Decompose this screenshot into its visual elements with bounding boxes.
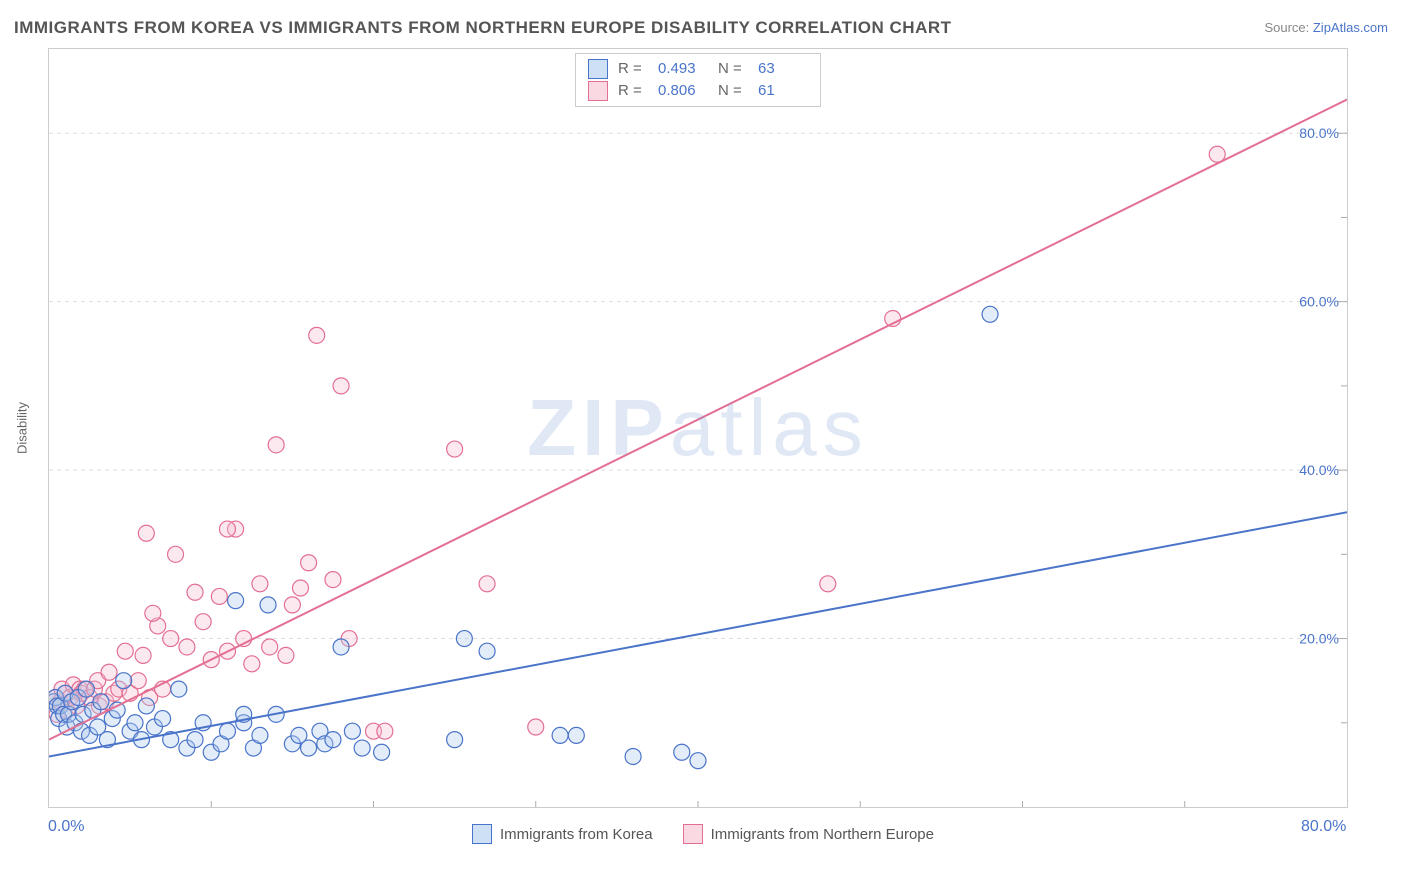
- data-point: [325, 572, 341, 588]
- data-point: [138, 698, 154, 714]
- data-point: [568, 727, 584, 743]
- series-legend-item: Immigrants from Northern Europe: [683, 824, 934, 844]
- data-point: [252, 576, 268, 592]
- data-point: [690, 753, 706, 769]
- data-point: [325, 732, 341, 748]
- stats-legend-row: R = 0.493 N = 63: [588, 58, 808, 80]
- legend-n-label: N =: [718, 58, 748, 80]
- legend-r-label: R =: [618, 80, 648, 102]
- source-prefix: Source:: [1264, 20, 1312, 35]
- data-point: [262, 639, 278, 655]
- legend-swatch: [588, 59, 608, 79]
- data-point: [163, 631, 179, 647]
- data-point: [528, 719, 544, 735]
- data-point: [93, 694, 109, 710]
- data-point: [278, 647, 294, 663]
- data-point: [135, 647, 151, 663]
- data-point: [447, 732, 463, 748]
- data-point: [284, 597, 300, 613]
- source-link[interactable]: ZipAtlas.com: [1313, 20, 1388, 35]
- regression-line: [49, 100, 1347, 740]
- y-tick-label: 20.0%: [1299, 631, 1339, 647]
- data-point: [78, 681, 94, 697]
- chart-container: IMMIGRANTS FROM KOREA VS IMMIGRANTS FROM…: [0, 0, 1406, 892]
- data-point: [982, 306, 998, 322]
- scatter-svg: 20.0% 40.0% 60.0% 80.0%: [49, 49, 1347, 807]
- series-legend-item: Immigrants from Korea: [472, 824, 653, 844]
- legend-n-value: 63: [758, 58, 808, 80]
- data-point: [187, 584, 203, 600]
- data-point: [374, 744, 390, 760]
- legend-swatch: [683, 824, 703, 844]
- legend-n-value: 61: [758, 80, 808, 102]
- chart-title: IMMIGRANTS FROM KOREA VS IMMIGRANTS FROM…: [14, 18, 952, 38]
- data-point: [211, 588, 227, 604]
- data-point: [268, 437, 284, 453]
- y-tick-label: 60.0%: [1299, 294, 1339, 310]
- stats-legend-row: R = 0.806 N = 61: [588, 80, 808, 102]
- data-point: [145, 605, 161, 621]
- data-point: [344, 723, 360, 739]
- data-point: [333, 639, 349, 655]
- y-tick-label: 40.0%: [1299, 462, 1339, 478]
- data-point: [195, 614, 211, 630]
- data-point: [377, 723, 393, 739]
- series-name: Immigrants from Korea: [500, 826, 653, 843]
- data-point: [187, 732, 203, 748]
- data-point: [219, 521, 235, 537]
- data-point: [155, 711, 171, 727]
- data-point: [447, 441, 463, 457]
- legend-r-value: 0.806: [658, 80, 708, 102]
- data-point: [219, 723, 235, 739]
- data-point: [127, 715, 143, 731]
- data-point: [117, 643, 133, 659]
- data-point: [820, 576, 836, 592]
- legend-r-label: R =: [618, 58, 648, 80]
- data-point: [228, 593, 244, 609]
- data-point: [179, 639, 195, 655]
- data-point: [552, 727, 568, 743]
- data-point: [101, 664, 117, 680]
- data-point: [252, 727, 268, 743]
- data-point: [625, 748, 641, 764]
- legend-swatch: [588, 81, 608, 101]
- data-point: [109, 702, 125, 718]
- stats-legend: R = 0.493 N = 63 R = 0.806 N = 61: [575, 53, 821, 107]
- data-point: [301, 555, 317, 571]
- data-point: [479, 643, 495, 659]
- y-axis-label: Disability: [15, 402, 30, 454]
- source-attribution: Source: ZipAtlas.com: [1264, 20, 1388, 35]
- y-tick-label: 80.0%: [1299, 125, 1339, 141]
- data-point: [168, 546, 184, 562]
- legend-swatch: [472, 824, 492, 844]
- data-point: [456, 631, 472, 647]
- legend-r-value: 0.493: [658, 58, 708, 80]
- data-point: [354, 740, 370, 756]
- x-tick-label: 0.0%: [48, 818, 84, 836]
- data-point: [309, 327, 325, 343]
- data-point: [674, 744, 690, 760]
- plot-area: 20.0%40.0%60.0%80.0% ZIPatlas R =0.493N …: [48, 48, 1348, 808]
- data-point: [479, 576, 495, 592]
- data-point: [260, 597, 276, 613]
- data-point: [244, 656, 260, 672]
- series-name: Immigrants from Northern Europe: [711, 826, 934, 843]
- data-point: [138, 525, 154, 541]
- data-point: [301, 740, 317, 756]
- data-point: [116, 673, 132, 689]
- series-legend: Immigrants from Korea Immigrants from Nor…: [0, 824, 1406, 844]
- data-point: [130, 673, 146, 689]
- data-point: [171, 681, 187, 697]
- legend-n-label: N =: [718, 80, 748, 102]
- data-point: [333, 378, 349, 394]
- data-point: [292, 580, 308, 596]
- x-tick-label: 80.0%: [1301, 818, 1346, 836]
